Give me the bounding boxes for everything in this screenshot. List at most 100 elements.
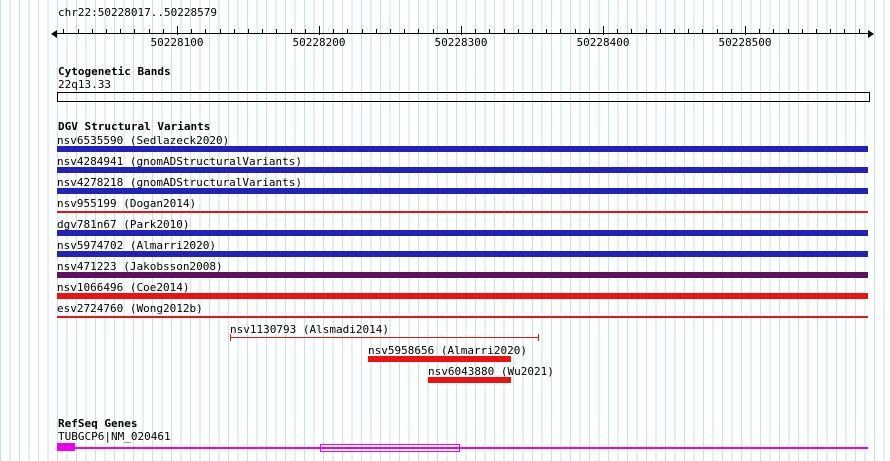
ruler-minor-tick — [191, 29, 193, 34]
variant-label[interactable]: nsv6535590 (Sedlazeck2020) — [57, 134, 230, 147]
ruler-minor-tick — [219, 29, 221, 34]
variant-bar[interactable] — [57, 146, 868, 152]
ruler-minor-tick — [304, 29, 306, 34]
ruler-minor-tick — [205, 29, 207, 34]
variant-label[interactable]: nsv4284941 (gnomADStructuralVariants) — [57, 155, 303, 168]
ruler-minor-tick — [347, 29, 349, 34]
section-title-cytogenetic-bands: Cytogenetic Bands — [58, 65, 171, 78]
ruler-right-arrow-icon — [868, 30, 874, 38]
variant-range-bar[interactable] — [230, 334, 539, 341]
variant-label[interactable]: nsv6043880 (Wu2021) — [428, 365, 554, 378]
ruler-minor-tick — [645, 29, 647, 34]
ruler-minor-tick — [489, 29, 491, 34]
ruler-minor-tick — [77, 29, 79, 34]
ruler-minor-tick — [91, 29, 93, 34]
ruler-minor-tick — [702, 29, 704, 34]
variant-label[interactable]: nsv1130793 (Alsmadi2014) — [230, 323, 389, 336]
cytoband-name: 22q13.33 — [58, 78, 111, 91]
ruler-minor-tick — [560, 29, 562, 34]
ruler-minor-tick — [546, 29, 548, 34]
variant-range-line — [231, 337, 538, 338]
ruler-minor-tick — [688, 29, 690, 34]
variant-label[interactable]: nsv5974702 (Almarri2020) — [57, 239, 216, 252]
ruler-minor-tick — [844, 29, 846, 34]
gene-exon-box[interactable] — [57, 443, 75, 451]
variant-bar[interactable] — [368, 356, 511, 362]
ruler-major-tick — [745, 26, 746, 35]
region-label: chr22:50228017..50228579 — [58, 6, 217, 19]
ruler-minor-tick — [375, 29, 377, 34]
ruler-minor-tick — [617, 29, 619, 34]
ruler-minor-tick — [503, 29, 505, 34]
ruler-tick-label: 50228500 — [718, 36, 772, 49]
ruler-minor-tick — [631, 29, 633, 34]
variant-label[interactable]: nsv955199 (Dogan2014) — [57, 197, 197, 210]
ruler-minor-tick — [333, 29, 335, 34]
ruler-minor-tick — [787, 29, 789, 34]
ruler-tick-label: 50228300 — [434, 36, 488, 49]
ruler-minor-tick — [773, 29, 775, 34]
ruler-minor-tick — [588, 29, 590, 34]
section-title-dgv-structural-variants: DGV Structural Variants — [58, 120, 211, 133]
ruler-left-arrow-icon — [51, 30, 57, 38]
ruler-minor-tick — [816, 29, 817, 34]
ruler-minor-tick — [248, 29, 249, 34]
ruler-minor-tick — [120, 29, 122, 34]
ruler-minor-tick — [475, 29, 477, 34]
ruler-minor-tick — [361, 29, 363, 34]
gene-intron-line[interactable] — [75, 447, 868, 449]
variant-bar[interactable] — [57, 211, 868, 213]
variant-bar[interactable] — [57, 230, 868, 236]
variant-label[interactable]: nsv5958656 (Almarri2020) — [368, 344, 527, 357]
ruler-major-tick — [603, 26, 604, 35]
ruler-axis-line — [57, 33, 868, 34]
variant-label[interactable]: esv2724760 (Wong2012b) — [57, 302, 203, 315]
gene-name-label[interactable]: TUBGCP6|NM_020461 — [58, 430, 171, 443]
ruler-tick-label: 50228400 — [576, 36, 630, 49]
section-title-refseq-genes: RefSeq Genes — [58, 417, 138, 430]
ruler-minor-tick — [830, 29, 832, 34]
variant-bar[interactable] — [57, 188, 868, 194]
ruler-minor-tick — [162, 29, 164, 34]
ruler-minor-tick — [276, 29, 278, 34]
ruler-minor-tick — [801, 29, 803, 34]
ruler-minor-tick — [674, 29, 675, 34]
ruler-tick-label: 50228100 — [150, 36, 204, 49]
ruler-minor-tick — [148, 29, 150, 34]
ruler-minor-tick — [262, 29, 264, 34]
ruler-minor-tick — [404, 29, 406, 34]
ruler-minor-tick — [290, 29, 292, 34]
variant-bar[interactable] — [57, 251, 868, 257]
ruler-minor-tick — [418, 29, 420, 34]
variant-bar[interactable] — [57, 293, 868, 299]
ruler-major-tick — [319, 26, 320, 35]
ruler-minor-tick — [716, 29, 718, 34]
variant-bar[interactable] — [57, 316, 868, 318]
cytoband-track — [57, 92, 870, 102]
variant-label[interactable]: dgv781n67 (Park2010) — [57, 218, 190, 231]
ruler-major-tick — [461, 26, 462, 35]
ruler-minor-tick — [134, 29, 136, 34]
ruler-minor-tick — [432, 29, 434, 34]
ruler-minor-tick — [446, 29, 448, 34]
variant-bar[interactable] — [428, 377, 511, 383]
variant-label[interactable]: nsv1066496 (Coe2014) — [57, 281, 190, 294]
ruler-minor-tick — [532, 29, 533, 34]
ruler-minor-tick — [233, 29, 235, 34]
ruler-minor-tick — [63, 29, 65, 34]
ruler-minor-tick — [390, 29, 391, 34]
ruler-minor-tick — [730, 29, 732, 34]
variant-bar[interactable] — [57, 167, 868, 173]
variant-label[interactable]: nsv4278218 (gnomADStructuralVariants) — [57, 176, 303, 189]
ruler-minor-tick — [106, 29, 107, 34]
ruler-major-tick — [177, 26, 178, 35]
variant-bar[interactable] — [57, 272, 868, 278]
ruler-minor-tick — [858, 29, 860, 34]
ruler-minor-tick — [517, 29, 519, 34]
gene-utr-box[interactable] — [320, 444, 460, 452]
ruler-minor-tick — [759, 29, 761, 34]
ruler-minor-tick — [574, 29, 576, 34]
variant-label[interactable]: nsv471223 (Jakobsson2008) — [57, 260, 223, 273]
ruler-tick-label: 50228200 — [292, 36, 346, 49]
